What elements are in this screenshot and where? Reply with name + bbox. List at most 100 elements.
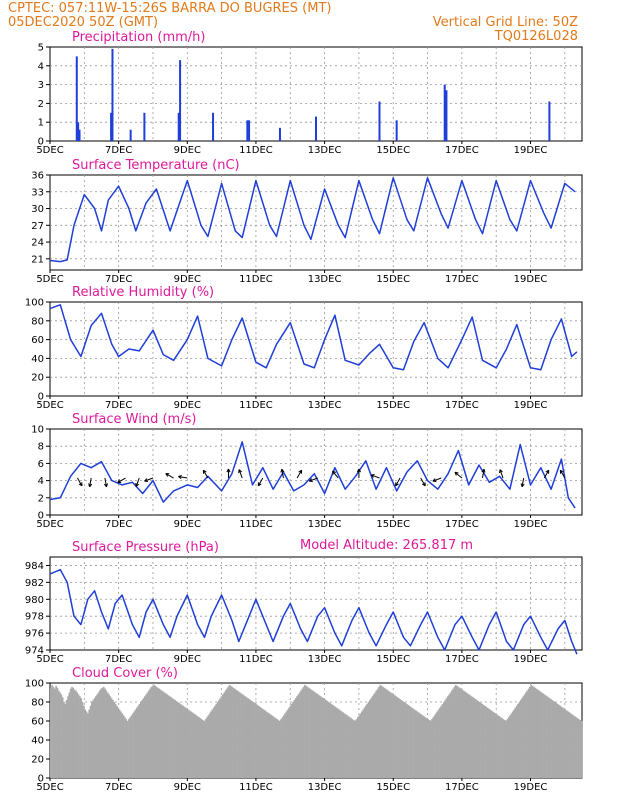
cloud-bar — [318, 695, 321, 778]
cloud-bar — [339, 710, 342, 778]
cloud-bar — [489, 709, 491, 778]
cloud-bar — [67, 696, 69, 778]
cloud-bar — [192, 713, 195, 778]
wind-arrow — [89, 477, 92, 487]
wind-xtick-label: 11DEC — [239, 519, 273, 530]
cloud-bar — [191, 712, 194, 778]
wind-arrow — [281, 469, 284, 479]
cloud-bar — [468, 694, 470, 778]
wind-arrow — [257, 477, 264, 487]
cloud-bar — [280, 719, 282, 778]
cloud-bar — [210, 711, 212, 778]
wind-arrowhead — [178, 474, 182, 477]
cloud-bar — [341, 711, 343, 778]
precip-bar — [77, 122, 80, 141]
wind-ytick-label: 0 — [38, 511, 44, 522]
cloud-bar — [517, 703, 519, 778]
wind-arrowhead — [483, 469, 486, 473]
cloud-bar — [384, 688, 387, 778]
cloud-bar — [484, 705, 486, 778]
cloud-xtick-label: 9DEC — [174, 782, 201, 793]
cloud-bar — [310, 689, 313, 778]
cloud-bar — [449, 692, 452, 778]
cloud-bar — [178, 702, 180, 778]
cloud-bar — [370, 698, 372, 778]
cloud-ytick-label: 80 — [31, 698, 44, 709]
cloud-bar — [417, 712, 420, 778]
wind-arrowhead — [308, 478, 313, 482]
pres-ytick-label: 978 — [25, 612, 44, 623]
cloud-bar — [139, 702, 142, 778]
cloud-bar — [383, 687, 386, 778]
cloud-bar — [251, 701, 253, 778]
cloud-bar — [188, 710, 191, 778]
cloud-bar — [278, 721, 281, 778]
cloud-bar — [229, 685, 232, 778]
temp-xtick-label: 13DEC — [308, 274, 342, 285]
cloud-bar — [403, 702, 405, 778]
cloud-bar — [399, 699, 401, 778]
cloud-bar — [133, 711, 135, 778]
cloud-bar — [525, 692, 527, 778]
cloud-bar — [290, 703, 293, 778]
cloud-bar — [554, 702, 556, 778]
wind-line — [49, 441, 576, 509]
cloud-bar — [465, 692, 468, 778]
wind-ytick-label: 4 — [38, 476, 44, 487]
cloud-bar — [294, 698, 297, 778]
precip-bar — [111, 48, 114, 141]
cloud-bar — [276, 719, 278, 778]
cloud-bar — [169, 696, 171, 778]
cloud-xtick-label: 13DEC — [308, 782, 342, 793]
wind-frame — [49, 428, 583, 516]
cloud-bar — [177, 702, 179, 778]
wind-arrowhead — [228, 468, 231, 473]
cloud-bar — [124, 717, 126, 778]
cloud-bar — [354, 721, 357, 778]
cloud-bar — [433, 715, 436, 778]
cloud-bar — [448, 694, 450, 778]
pres-ytick-label: 976 — [25, 629, 44, 640]
cloud-bar — [80, 698, 83, 778]
cloud-bar — [359, 713, 362, 778]
cloud-bar — [239, 692, 241, 778]
cloud-xtick-label: 17DEC — [445, 782, 479, 793]
cloud-bar — [538, 690, 540, 778]
precip-title: Precipitation (mm/h) — [72, 30, 205, 45]
cloud-bar — [478, 702, 481, 778]
cloud-bar — [408, 705, 411, 778]
cloud-bar — [100, 688, 102, 778]
cloud-xtick-label: 15DEC — [376, 782, 410, 793]
cloud-bar — [155, 686, 158, 778]
cloud-bar — [366, 703, 368, 778]
wind-arrowhead — [358, 468, 361, 473]
cloud-bar — [460, 688, 462, 778]
rh-xtick-label: 17DEC — [445, 400, 479, 411]
precip-bar — [246, 120, 249, 141]
temp-xtick-label: 5DEC — [36, 274, 63, 285]
cloud-bar — [523, 694, 526, 778]
cloud-bar — [240, 693, 243, 778]
cloud-bar — [132, 713, 134, 778]
precip-bar — [129, 129, 132, 141]
cloud-bar — [529, 686, 531, 778]
cloud-bar — [515, 705, 518, 778]
cloud-xtick-label: 19DEC — [514, 782, 548, 793]
cloud-bar — [153, 684, 155, 778]
cloud-bar — [223, 692, 225, 778]
cloud-bar — [469, 695, 472, 778]
wind-arrow — [559, 469, 566, 479]
cloud-bar — [79, 696, 81, 778]
cloud-bar — [226, 688, 228, 778]
cloud-bar — [85, 711, 88, 778]
cloud-bar — [329, 702, 331, 778]
cloud-bar — [260, 707, 263, 778]
wind-xtick-label: 13DEC — [308, 519, 342, 530]
precip-bar — [78, 129, 81, 141]
cloud-bar — [187, 709, 190, 778]
cloud-bar — [376, 688, 379, 778]
cloud-bar — [122, 715, 125, 778]
cloud-bar — [357, 717, 359, 778]
cloud-bar — [436, 711, 439, 778]
cloud-bar — [243, 695, 245, 778]
